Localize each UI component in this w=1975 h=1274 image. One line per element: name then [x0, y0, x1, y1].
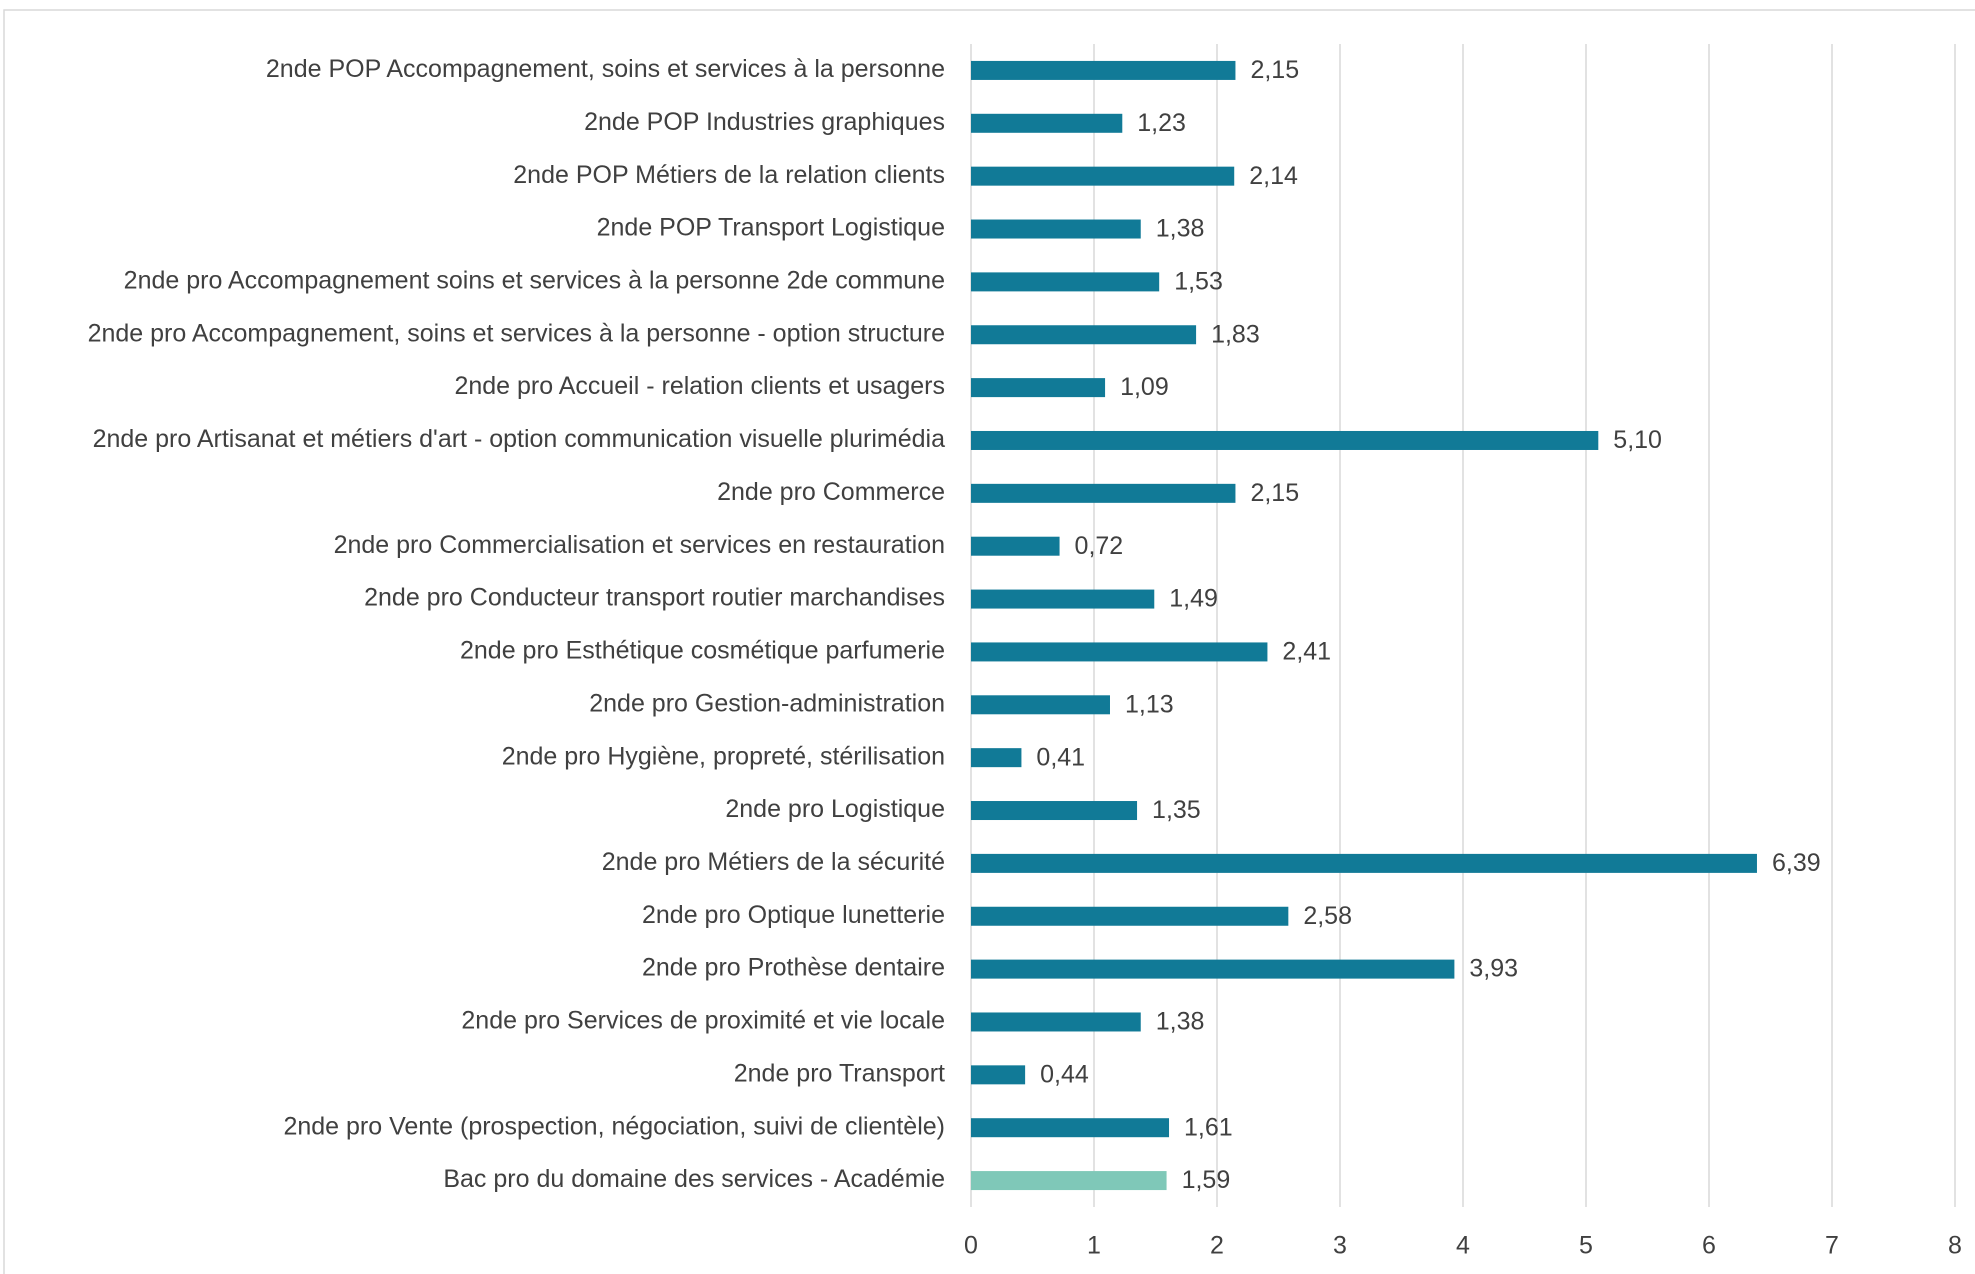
x-tick-label: 3 [1333, 1232, 1347, 1260]
y-tick-label: 2nde pro Optique lunetterie [642, 901, 945, 929]
bar [971, 272, 1160, 292]
bar [971, 642, 1268, 662]
data-label: 1,35 [1152, 796, 1201, 824]
bar [971, 1065, 1026, 1085]
bar [971, 483, 1236, 503]
bar [971, 113, 1123, 133]
y-tick-label: 2nde pro Commerce [717, 478, 945, 506]
data-label: 1,53 [1174, 267, 1223, 295]
bar [971, 378, 1106, 398]
y-tick-label: 2nde pro Vente (prospection, négociation… [283, 1112, 945, 1140]
data-label: 6,39 [1772, 849, 1821, 877]
data-label: 0,72 [1075, 532, 1124, 560]
y-tick-label: 2nde pro Gestion-administration [589, 689, 945, 717]
bar [971, 536, 1060, 556]
y-tick-label: Bac pro du domaine des services - Académ… [443, 1165, 945, 1193]
data-label: 2,41 [1282, 638, 1331, 666]
bar [971, 801, 1138, 821]
y-tick-label: 2nde pro Hygiène, propreté, stérilisatio… [502, 742, 945, 770]
bar [971, 430, 1599, 450]
data-label: 1,49 [1169, 585, 1218, 613]
bar [971, 219, 1141, 239]
x-tick-label: 1 [1087, 1232, 1101, 1260]
y-tick-label: 2nde pro Accompagnement soins et service… [124, 266, 945, 294]
x-tick-label: 4 [1456, 1232, 1470, 1260]
y-tick-label: 2nde pro Métiers de la sécurité [602, 848, 945, 876]
y-tick-label: 2nde POP Accompagnement, soins et servic… [266, 55, 945, 83]
data-label: 2,15 [1250, 479, 1299, 507]
data-label: 1,23 [1137, 109, 1186, 137]
bar [971, 166, 1235, 186]
data-label: 0,44 [1040, 1060, 1089, 1088]
bar [971, 589, 1155, 609]
y-tick-label: 2nde POP Métiers de la relation clients [513, 161, 945, 189]
x-tick-label: 8 [1948, 1232, 1962, 1260]
bar [971, 1118, 1170, 1138]
bar [971, 60, 1236, 80]
y-tick-label: 2nde POP Transport Logistique [597, 214, 945, 242]
x-tick-label: 6 [1702, 1232, 1716, 1260]
y-tick-label: 2nde pro Services de proximité et vie lo… [461, 1007, 945, 1035]
y-tick-label: 2nde pro Conducteur transport routier ma… [364, 584, 945, 612]
y-tick-label: 2nde pro Transport [734, 1059, 945, 1087]
data-label: 1,61 [1184, 1113, 1233, 1141]
data-label: 2,15 [1250, 56, 1299, 84]
data-label: 1,38 [1156, 215, 1205, 243]
data-label: 1,13 [1125, 690, 1174, 718]
y-tick-label: 2nde pro Accueil - relation clients et u… [454, 372, 945, 400]
data-label: 1,59 [1182, 1166, 1231, 1194]
data-label: 5,10 [1613, 426, 1662, 454]
bar [971, 853, 1757, 873]
data-label: 0,41 [1036, 743, 1085, 771]
bar [971, 325, 1197, 345]
bar [971, 906, 1289, 926]
y-tick-label: 2nde pro Logistique [725, 795, 945, 823]
y-tick-label: 2nde pro Esthétique cosmétique parfumeri… [460, 637, 945, 665]
data-label: 2,14 [1249, 162, 1298, 190]
x-tick-label: 5 [1579, 1232, 1593, 1260]
y-tick-label: 2nde pro Accompagnement, soins et servic… [88, 319, 945, 347]
x-tick-label: 7 [1825, 1232, 1839, 1260]
y-tick-label: 2nde pro Prothèse dentaire [642, 954, 945, 982]
bar [971, 1171, 1167, 1191]
y-tick-label: 2nde pro Commercialisation et services e… [334, 531, 945, 559]
data-label: 1,83 [1211, 320, 1260, 348]
bar [971, 748, 1022, 768]
data-label: 1,38 [1156, 1008, 1205, 1036]
bar [971, 959, 1455, 979]
data-label: 2,58 [1303, 902, 1352, 930]
y-tick-label: 2nde POP Industries graphiques [584, 108, 945, 136]
data-label: 1,09 [1120, 373, 1169, 401]
bar [971, 1012, 1141, 1032]
x-tick-label: 0 [964, 1232, 978, 1260]
bar [971, 695, 1110, 715]
data-label: 3,93 [1469, 955, 1518, 983]
chart-frame [3, 9, 1975, 1274]
x-tick-label: 2 [1210, 1232, 1224, 1260]
y-tick-label: 2nde pro Artisanat et métiers d'art - op… [93, 425, 946, 453]
